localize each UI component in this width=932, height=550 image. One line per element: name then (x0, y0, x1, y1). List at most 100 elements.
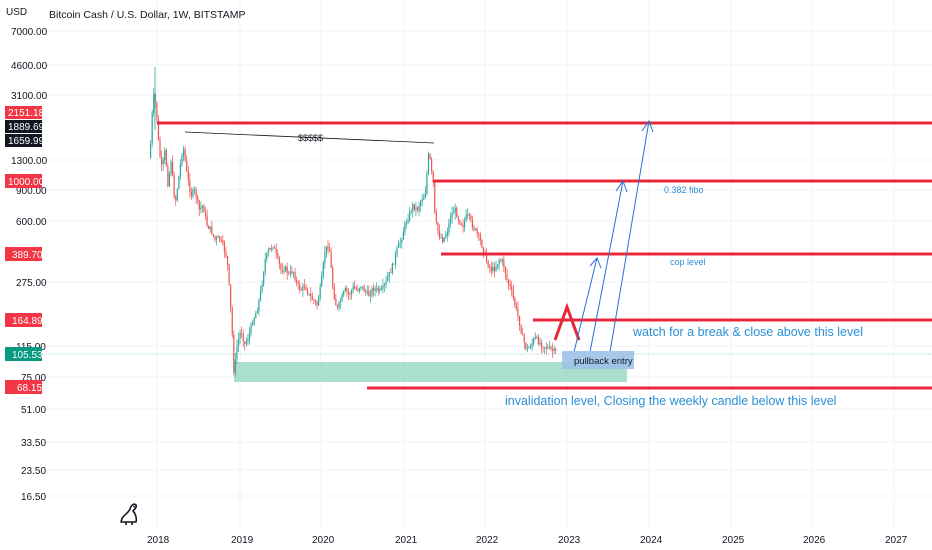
candle-body (405, 222, 408, 224)
candle-body (426, 173, 428, 194)
y-tick: 51.00 (21, 405, 46, 416)
candle-body (160, 156, 163, 165)
candle-body (479, 234, 481, 241)
candle-body (234, 359, 236, 373)
candle-body (358, 288, 361, 291)
candle-body (266, 253, 268, 260)
candle-body (374, 288, 376, 291)
candle-body (457, 217, 459, 220)
candle-body (219, 236, 221, 241)
candle-body (181, 155, 183, 164)
candle-body (377, 287, 379, 292)
candle-body (175, 197, 177, 201)
price-tags: 2151.18 1889.69 1659.99 1000.00 389.70 1… (5, 106, 45, 394)
y-tick: 900.00 (16, 186, 47, 197)
candle-body (431, 158, 433, 172)
svg-text:2151.18: 2151.18 (8, 108, 45, 119)
candle-body (264, 259, 266, 273)
candle-body (313, 299, 315, 301)
candle-body (468, 214, 470, 217)
candle-body (153, 94, 155, 113)
candle-body (182, 149, 185, 156)
candle-body (327, 246, 329, 250)
candle-body (548, 346, 550, 348)
candle-body (520, 325, 522, 334)
candle-body (368, 290, 370, 297)
candle-body (349, 293, 351, 295)
candle-body (280, 264, 282, 270)
candle-body (500, 260, 502, 262)
candle-body (157, 119, 160, 140)
candle-body (416, 207, 419, 211)
candle-body (311, 296, 313, 300)
candle-body (316, 301, 318, 306)
candle-body (550, 346, 552, 350)
candle-body (176, 188, 178, 201)
candle-body (420, 201, 422, 207)
candle-body (237, 339, 240, 346)
candle-body (371, 288, 373, 296)
y-tick: 4600.00 (11, 61, 48, 72)
candle-body (187, 171, 189, 180)
candle-body (197, 196, 199, 201)
candle-body (421, 200, 423, 202)
candle-body (288, 273, 290, 274)
candle-body (228, 264, 230, 285)
candle-body (252, 324, 254, 326)
candle-body (198, 200, 200, 210)
candle-body (248, 332, 251, 340)
candle-body (241, 333, 243, 335)
candle-body (192, 189, 194, 196)
candle-body (156, 102, 158, 120)
candle-body (352, 286, 354, 291)
candle-body (453, 213, 455, 214)
candle-body (272, 247, 274, 249)
candle-body (217, 236, 219, 238)
x-tick: 2026 (803, 535, 826, 546)
cop-level-label: cop level (670, 257, 706, 267)
tradingview-logo-icon[interactable] (120, 503, 138, 525)
candle-body (504, 266, 507, 274)
candle-body (440, 237, 442, 239)
candle-body (357, 289, 359, 291)
candle-body (506, 273, 508, 280)
candle-body (275, 248, 277, 254)
candle-body (286, 266, 288, 274)
candle-body (322, 262, 324, 276)
candle-body (261, 284, 263, 292)
candle-body (299, 284, 301, 290)
y-tick: 23.50 (21, 466, 46, 477)
candle-body (366, 290, 368, 293)
y-tick: 600.00 (16, 217, 47, 228)
candle-body (536, 336, 538, 338)
candle-body (150, 143, 152, 158)
candle-body (478, 233, 480, 235)
candle-body (195, 188, 197, 197)
candle-body (230, 284, 232, 309)
candle-body (365, 291, 367, 293)
candle-body (292, 272, 295, 274)
candle-body (226, 256, 229, 265)
svg-text:105.53: 105.53 (12, 350, 43, 361)
candle-body (379, 288, 381, 292)
candle-body (551, 349, 554, 351)
candle-body (291, 271, 293, 274)
candle-body (211, 226, 213, 234)
price-tag-2151: 2151.18 (5, 106, 45, 119)
candle-body (201, 205, 204, 208)
candle-body (534, 336, 536, 339)
candle-body (448, 223, 450, 233)
candle-body (233, 334, 235, 373)
candle-body (338, 302, 340, 308)
candle-body (258, 299, 260, 312)
candle-body (490, 267, 492, 272)
candle-body (332, 267, 334, 288)
svg-text:389.70: 389.70 (12, 250, 43, 261)
price-tag-68: 68.15 (5, 380, 42, 394)
candle-body (462, 224, 464, 228)
candle-body (435, 212, 437, 223)
candle-body (470, 216, 472, 220)
candle-body (317, 298, 320, 306)
candle-body (250, 324, 252, 333)
